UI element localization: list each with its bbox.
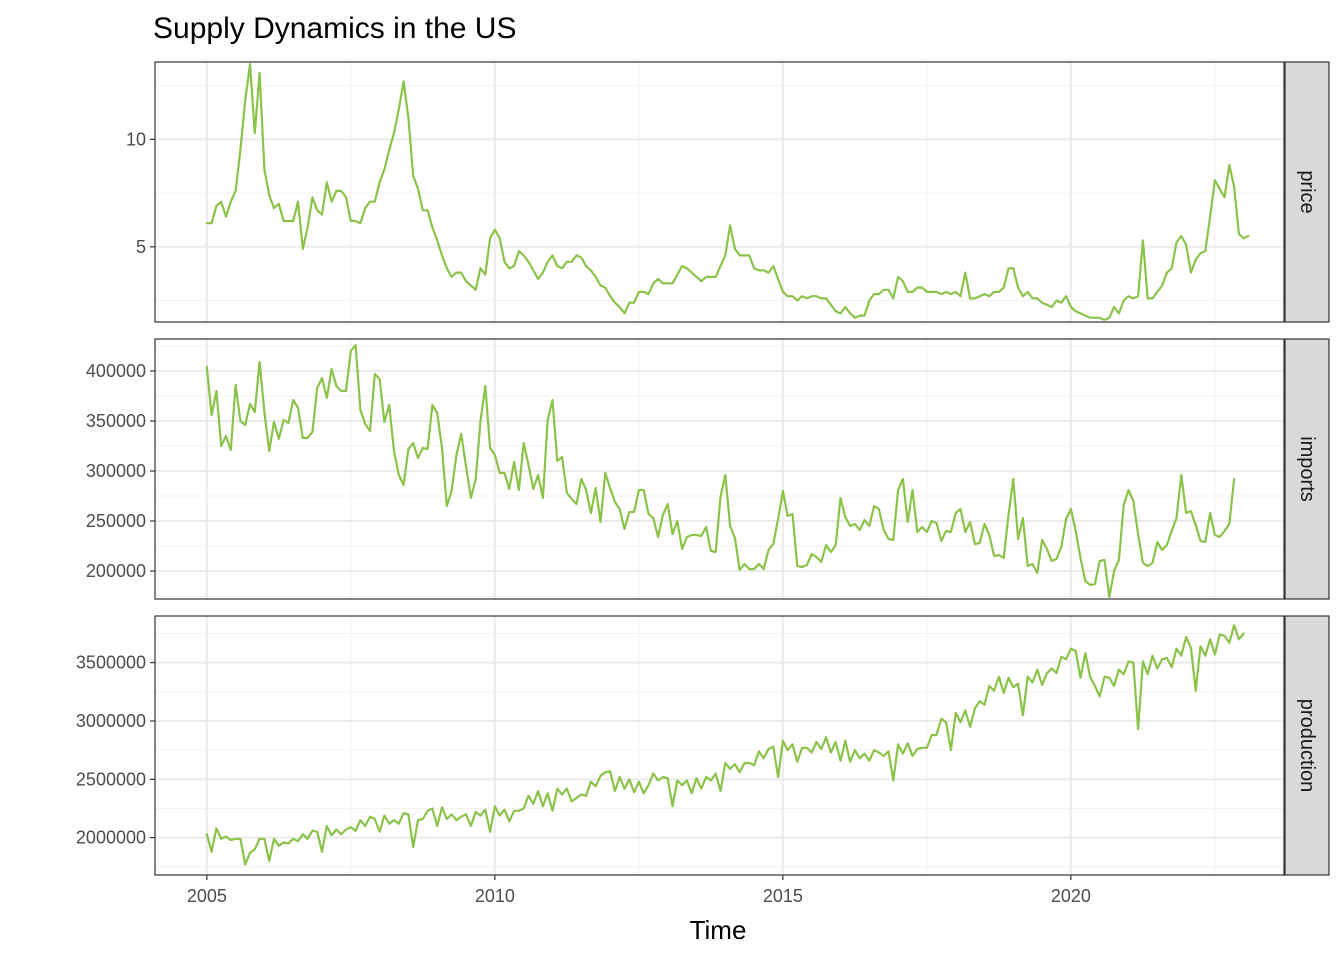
y-tick-label: 350000 [86, 411, 146, 431]
facet-strip-label: imports [1296, 436, 1318, 502]
y-tick-label: 2000000 [76, 828, 146, 848]
x-tick-label: 2005 [187, 886, 227, 906]
series-line-imports [205, 343, 1236, 599]
panel-border [154, 615, 1285, 876]
facet-strip [1284, 338, 1330, 600]
chart-title: Supply Dynamics in the US [153, 12, 517, 45]
y-tick-label: 10 [126, 129, 146, 149]
facet-panels: 5 10 price 200000 250000 300000 350000 400000 im… [76, 61, 1330, 876]
panel-price: 5 10 price [126, 61, 1330, 323]
y-tick-label: 5 [136, 237, 146, 257]
y-tick-label: 200000 [86, 561, 146, 581]
y-tick-label: 3500000 [76, 653, 146, 673]
panel-border [154, 338, 1285, 600]
facet-strip-label: price [1296, 170, 1318, 213]
series-line-production [205, 624, 1245, 866]
panel-imports: 200000 250000 300000 350000 400000 imports [86, 338, 1330, 600]
x-axis: 2005 2010 2015 2020 [187, 875, 1091, 906]
x-tick-label: 2020 [1051, 886, 1091, 906]
y-tick-label: 400000 [86, 361, 146, 381]
y-tick-label: 2500000 [76, 769, 146, 789]
facet-strip [1284, 615, 1330, 876]
x-tick-label: 2010 [475, 886, 515, 906]
series-line-price [205, 62, 1250, 321]
x-axis-title: Time [690, 915, 747, 945]
y-tick-label: 3000000 [76, 711, 146, 731]
panel-production: 2000000 2500000 3000000 3500000 production [76, 615, 1330, 876]
y-tick-label: 300000 [86, 461, 146, 481]
y-tick-label: 250000 [86, 511, 146, 531]
x-tick-label: 2015 [763, 886, 803, 906]
facet-strip [1284, 61, 1330, 323]
facet-strip-label: production [1296, 699, 1318, 792]
panel-border [154, 61, 1285, 323]
